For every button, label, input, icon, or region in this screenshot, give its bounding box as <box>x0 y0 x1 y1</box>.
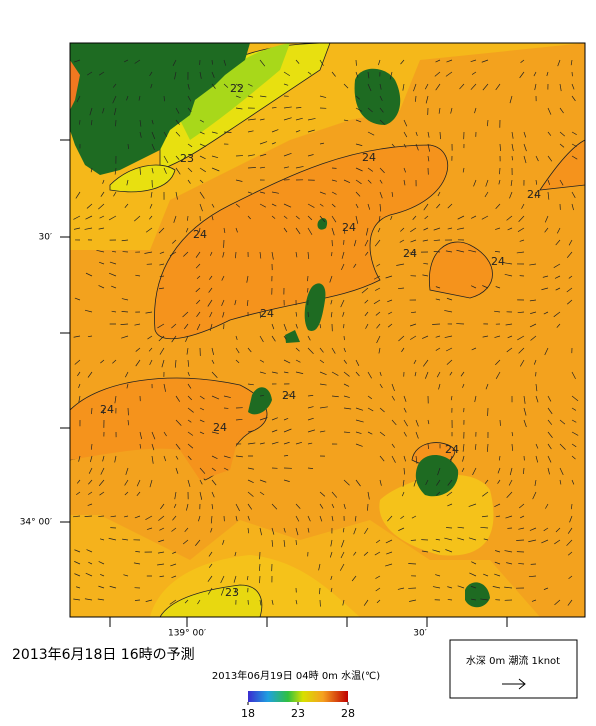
map-area: 22 23 24 24 24 24 24 24 24 24 24 24 24 23 <box>70 43 585 617</box>
contour-label: 24 <box>260 307 274 320</box>
title: 2013年6月18日 16時の予測 <box>12 647 195 663</box>
colorbar-tick-label: 18 <box>241 707 255 720</box>
contour-label: 23 <box>225 586 239 599</box>
colorbar-tick-label: 28 <box>341 707 355 720</box>
colorbar <box>248 691 348 702</box>
lat-label: 34° 00′ <box>20 518 52 528</box>
legend-text: 水深 0m 潮流 1knot <box>466 654 560 667</box>
contour-label: 24 <box>403 247 417 260</box>
legend-box <box>450 640 577 698</box>
lon-label: 139° 00′ <box>168 629 206 639</box>
lon-label: 30′ <box>413 629 427 639</box>
subtitle: 2013年06月19日 04時 0m 水温(℃) <box>212 669 380 682</box>
contour-label: 23 <box>180 152 194 165</box>
contour-label: 24 <box>100 403 114 416</box>
contour-label: 24 <box>362 151 376 164</box>
contour-label: 24 <box>282 389 296 402</box>
contour-label: 24 <box>445 443 459 456</box>
contour-label: 24 <box>213 421 227 434</box>
contour-label: 24 <box>193 228 207 241</box>
contour-label: 24 <box>527 188 541 201</box>
contour-label: 24 <box>342 221 356 234</box>
lat-label: 30′ <box>39 233 53 243</box>
colorbar-tick-label: 23 <box>291 707 305 720</box>
contour-label: 22 <box>230 82 244 95</box>
contour-label: 24 <box>491 255 505 268</box>
colorbar-ticks: 18 23 28 <box>241 702 355 720</box>
